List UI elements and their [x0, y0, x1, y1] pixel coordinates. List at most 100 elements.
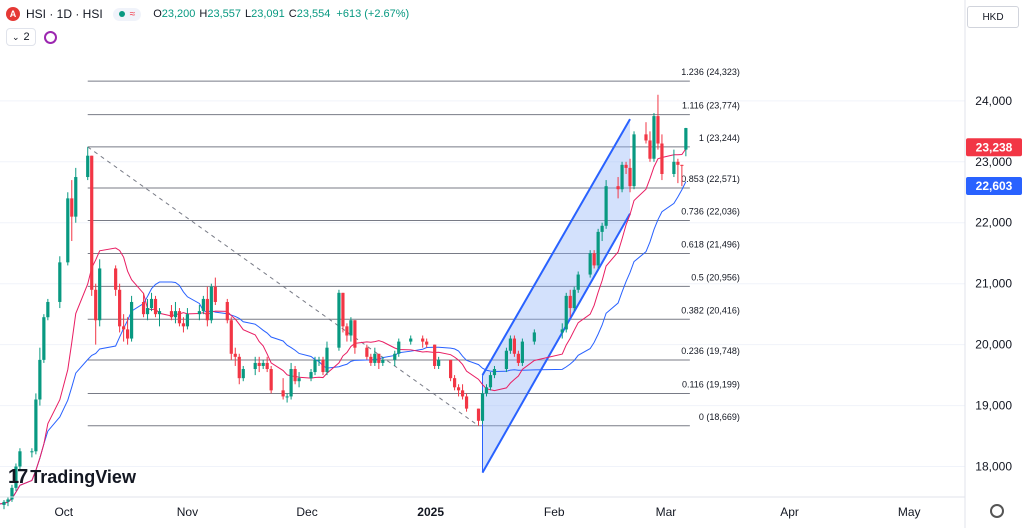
currency-selector[interactable]: HKD — [967, 6, 1019, 28]
candle — [452, 375, 457, 391]
candle — [269, 365, 273, 394]
indicator-count: 2 — [23, 31, 30, 43]
candle-body — [660, 143, 664, 174]
candle-body — [94, 289, 98, 321]
candle — [309, 369, 313, 382]
price-tag-box — [966, 176, 1022, 195]
candle — [460, 384, 465, 400]
price-tag-box — [966, 138, 1022, 157]
candle-body — [684, 128, 688, 150]
channel-fill — [482, 119, 631, 473]
indicator-loading-icon[interactable] — [43, 30, 57, 44]
candle-body — [433, 344, 437, 366]
candle-body — [476, 408, 481, 421]
tradingview-brand[interactable]: 17 TradingView — [8, 466, 136, 489]
candle — [628, 158, 632, 193]
candle-body — [257, 362, 261, 366]
candle-body — [421, 338, 425, 342]
y-tick-label: 20,000 — [975, 338, 1012, 352]
candle — [281, 378, 285, 400]
exchange-logo-icon: A — [6, 7, 20, 21]
chevron-down-icon: ⌄ — [12, 31, 20, 42]
x-axis[interactable]: Oct Nov Dec 2025 Feb Mar Apr May — [0, 496, 965, 519]
candle — [126, 317, 130, 345]
candle-body — [345, 326, 349, 336]
x-tick-label: Nov — [177, 505, 198, 519]
candle — [421, 335, 425, 348]
candle-body — [425, 341, 429, 345]
candle-body — [508, 338, 513, 351]
candle — [10, 484, 14, 502]
market-status-pill[interactable]: ≈ — [112, 7, 142, 21]
candle-body — [297, 378, 301, 382]
candle-body — [620, 164, 624, 190]
chart-header: A HSI · 1D · HSI ≈ O 23,200 H 23,557 L 23,0… — [0, 0, 965, 46]
candle-body — [157, 311, 162, 315]
candle-body — [98, 268, 102, 321]
candle-body — [365, 347, 369, 357]
candle — [652, 113, 656, 162]
candle — [425, 338, 429, 348]
candle — [265, 356, 269, 373]
candle — [397, 338, 401, 357]
candle-body — [313, 359, 317, 373]
x-tick-label: May — [898, 505, 921, 519]
candle — [349, 317, 353, 342]
candle-body — [564, 295, 568, 330]
candle — [257, 356, 261, 373]
candle — [660, 134, 664, 181]
candle-body — [253, 362, 257, 370]
fib-level-label: 0.853 (22,571) — [681, 174, 740, 184]
moving-averages — [0, 148, 687, 505]
fib-level-label: 0.618 (21,496) — [681, 239, 740, 249]
candle-body — [504, 350, 509, 370]
ma-fast-line — [0, 148, 687, 505]
candle-body — [596, 231, 600, 266]
symbol-label[interactable]: HSI · 1D · HSI — [26, 7, 103, 21]
candle — [145, 298, 150, 321]
candle-body — [70, 198, 74, 217]
candle-body — [341, 292, 345, 327]
candle-body — [114, 268, 118, 290]
candle-body — [321, 359, 325, 373]
candle-body — [484, 387, 489, 394]
indicators-toggle[interactable]: ⌄ 2 — [6, 28, 36, 46]
candle — [381, 356, 385, 366]
y-axis[interactable]: 18,000 19,000 20,000 21,000 22,000 23,000 24,0… — [964, 0, 1012, 528]
candle — [504, 347, 509, 373]
candles — [2, 94, 688, 510]
fib-level-label: 1.116 (23,774) — [682, 101, 740, 111]
candle-body — [46, 301, 50, 318]
candle-body — [86, 155, 90, 178]
settings-gear-icon[interactable] — [990, 504, 1004, 518]
candle — [325, 341, 329, 376]
candle-body — [644, 134, 648, 141]
candle-body — [261, 362, 265, 366]
candle-body — [30, 451, 34, 453]
candle — [516, 350, 520, 366]
candle-body — [448, 359, 453, 379]
x-tick-label: 2025 — [417, 505, 444, 519]
candle — [564, 292, 568, 333]
candle-body — [18, 451, 22, 467]
candle — [624, 161, 628, 174]
candle-body — [229, 320, 233, 354]
candle-body — [632, 134, 636, 187]
candle-body — [373, 353, 377, 363]
candle — [616, 177, 620, 199]
candle-body — [213, 286, 217, 302]
candle-body — [90, 155, 94, 290]
candle — [560, 323, 564, 339]
candle — [157, 308, 162, 327]
candle — [129, 295, 134, 342]
candle — [572, 286, 576, 312]
fib-retracement: 1.236 (24,323) 1.116 (23,774) 1 (23,244) 0.… — [87, 67, 740, 427]
candle-body — [600, 225, 604, 232]
candle-body — [10, 487, 14, 500]
candle-body — [225, 301, 229, 321]
x-tick-label: Apr — [780, 505, 799, 519]
candle — [644, 122, 648, 144]
candle — [377, 353, 381, 370]
candle — [201, 295, 205, 315]
